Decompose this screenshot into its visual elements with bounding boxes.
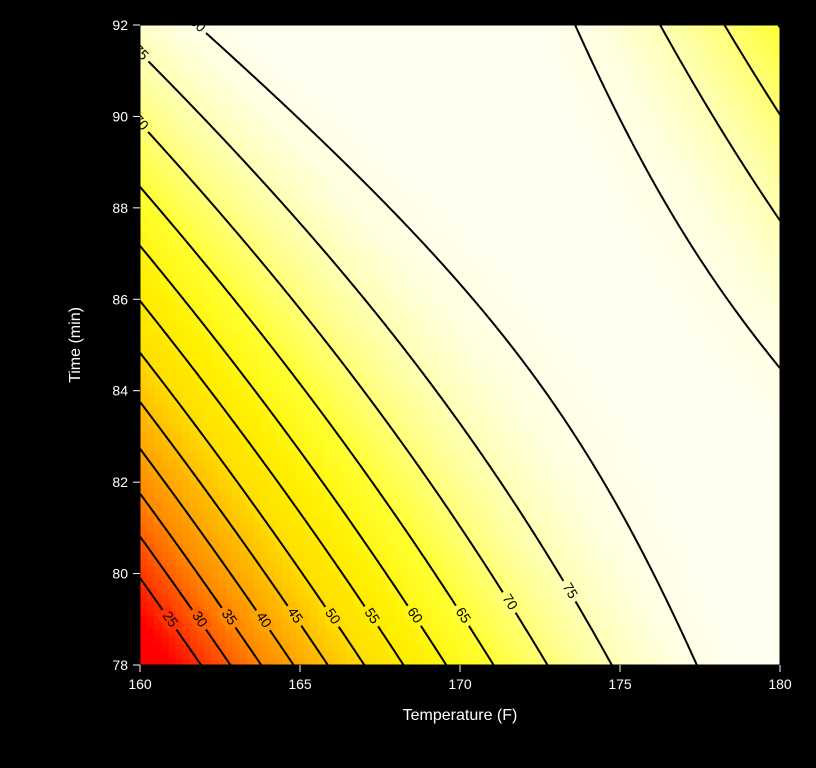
x-axis-label: Temperature (F) xyxy=(403,707,518,724)
y-tick-label: 86 xyxy=(112,291,128,307)
contour-chart: 2530354045505560657070757580160165170175… xyxy=(0,0,816,768)
x-tick-label: 165 xyxy=(288,676,312,692)
x-tick-label: 170 xyxy=(448,676,472,692)
x-tick-label: 180 xyxy=(768,676,792,692)
y-tick-label: 90 xyxy=(112,108,128,124)
y-tick-label: 80 xyxy=(112,566,128,582)
x-tick-label: 160 xyxy=(128,676,152,692)
y-tick-label: 88 xyxy=(112,200,128,216)
y-tick-label: 78 xyxy=(112,657,128,673)
chart-container: 2530354045505560657070757580160165170175… xyxy=(0,0,816,768)
heatmap-fill xyxy=(140,25,781,666)
y-tick-label: 82 xyxy=(112,474,128,490)
x-tick-label: 175 xyxy=(608,676,632,692)
y-tick-label: 92 xyxy=(112,17,128,33)
y-tick-label: 84 xyxy=(112,383,128,399)
y-axis-label: Time (min) xyxy=(67,307,84,383)
